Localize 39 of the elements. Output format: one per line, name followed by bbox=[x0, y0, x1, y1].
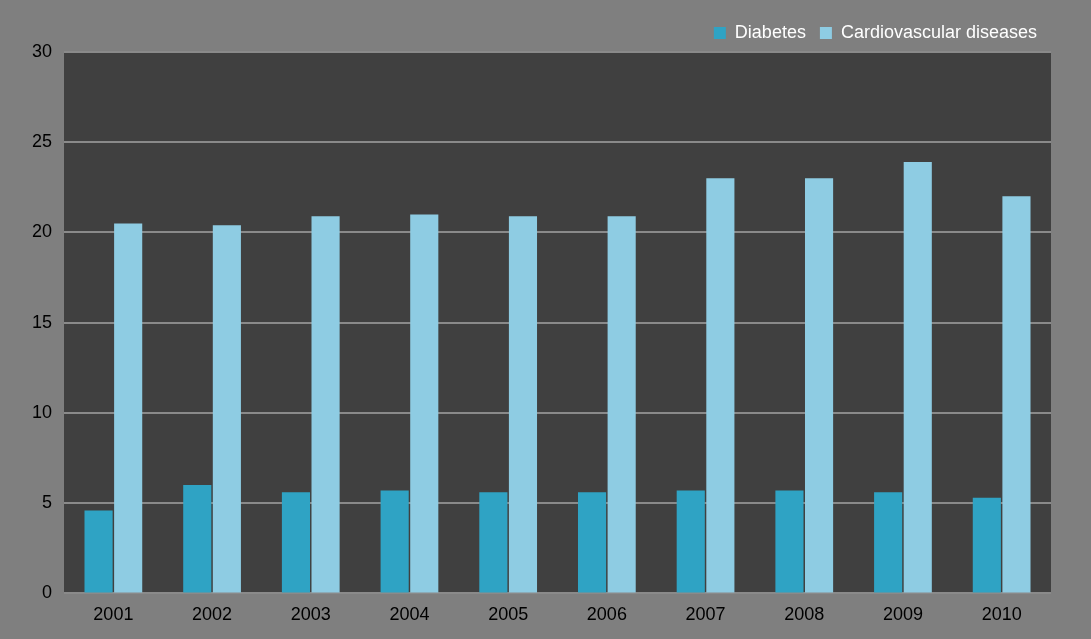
bar bbox=[607, 216, 636, 593]
x-tick-label: 2006 bbox=[586, 604, 627, 625]
x-tick-label: 2003 bbox=[290, 604, 331, 625]
bar bbox=[479, 492, 508, 593]
bar bbox=[972, 497, 1001, 593]
x-tick-label: 2007 bbox=[685, 604, 726, 625]
bar bbox=[380, 490, 409, 593]
x-tick-label: 2010 bbox=[981, 604, 1022, 625]
y-tick-label: 5 bbox=[42, 492, 53, 513]
x-tick-label: 2002 bbox=[192, 604, 233, 625]
y-tick-label: 15 bbox=[31, 311, 53, 332]
bar bbox=[410, 214, 439, 593]
bar bbox=[676, 490, 705, 593]
y-tick-label: 0 bbox=[42, 582, 53, 603]
bar bbox=[114, 223, 143, 593]
y-tick-label: 25 bbox=[31, 131, 53, 152]
x-tick-label: 2001 bbox=[93, 604, 134, 625]
bar bbox=[1002, 196, 1031, 593]
bar bbox=[311, 216, 340, 593]
y-tick-label: 10 bbox=[31, 401, 53, 422]
bar bbox=[874, 492, 903, 593]
x-tick-label: 2005 bbox=[488, 604, 529, 625]
x-tick-label: 2009 bbox=[882, 604, 923, 625]
bar bbox=[84, 510, 113, 593]
bar bbox=[706, 178, 735, 593]
x-tick-label: 2008 bbox=[784, 604, 825, 625]
legend-label: Diabetes bbox=[734, 21, 806, 42]
bar bbox=[903, 162, 932, 593]
bar bbox=[775, 490, 804, 593]
bar bbox=[183, 485, 212, 593]
bar bbox=[212, 225, 241, 593]
y-tick-label: 20 bbox=[31, 221, 53, 242]
y-tick-label: 30 bbox=[31, 40, 53, 61]
bar bbox=[577, 492, 607, 593]
legend-label: Cardiovascular diseases bbox=[840, 21, 1037, 42]
bar bbox=[508, 216, 538, 593]
bar bbox=[281, 492, 311, 593]
x-tick-label: 2004 bbox=[389, 604, 430, 625]
bar bbox=[805, 178, 834, 593]
